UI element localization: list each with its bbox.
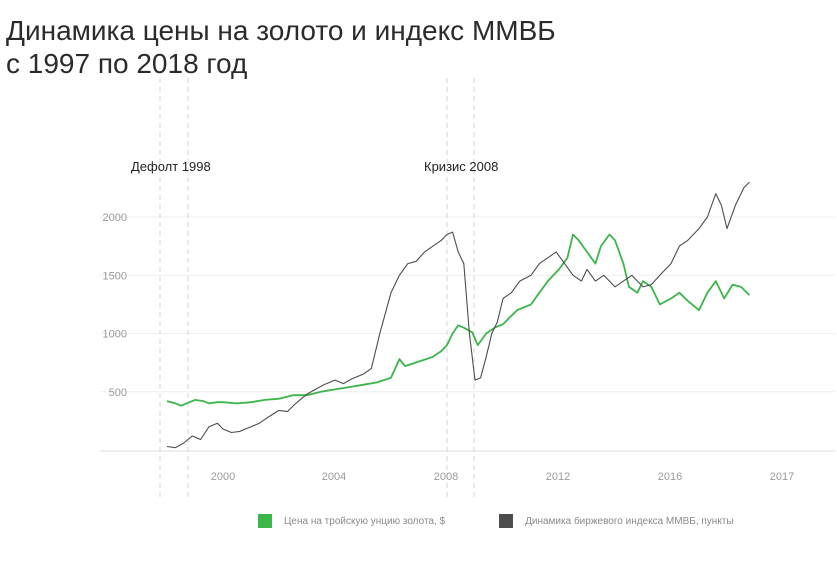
annotations: Дефолт 1998 Кризис 2008 [131, 159, 498, 174]
annotation-label-1: Кризис 2008 [424, 159, 498, 174]
legend-label-micex: Динамика биржевого индекса ММВБ, пункты [525, 516, 733, 527]
series-line-gold [167, 235, 749, 406]
crisis-markers [160, 78, 474, 500]
x-axis-ticks: 2000 2004 2008 2012 2016 2017 [211, 471, 794, 483]
grid [100, 217, 835, 451]
x-tick-label-2017: 2017 [770, 471, 794, 483]
y-tick-label-2000: 2000 [103, 212, 127, 224]
y-axis-ticks: 500 1000 1500 2000 [103, 212, 127, 399]
x-tick-label-2012: 2012 [546, 471, 570, 483]
x-tick-label-2008: 2008 [434, 471, 458, 483]
legend-item-micex[interactable]: Динамика биржевого индекса ММВБ, пункты [499, 514, 733, 528]
legend-label-gold: Цена на тройскую унцию золота, $ [284, 516, 445, 527]
legend: Цена на тройскую унцию золота, $ Динамик… [258, 514, 788, 528]
x-tick-label-2000: 2000 [211, 471, 235, 483]
x-tick-label-2004: 2004 [322, 471, 346, 483]
x-tick-label-2016: 2016 [658, 471, 682, 483]
legend-item-gold[interactable]: Цена на тройскую унцию золота, $ [258, 514, 445, 528]
y-tick-label-1500: 1500 [103, 270, 127, 282]
y-tick-label-1000: 1000 [103, 329, 127, 341]
annotation-label-0: Дефолт 1998 [131, 159, 211, 174]
series [167, 182, 749, 448]
y-tick-label-500: 500 [109, 387, 127, 399]
legend-swatch-gold [258, 514, 272, 528]
legend-swatch-micex [499, 514, 513, 528]
series-line-micex [167, 182, 749, 448]
